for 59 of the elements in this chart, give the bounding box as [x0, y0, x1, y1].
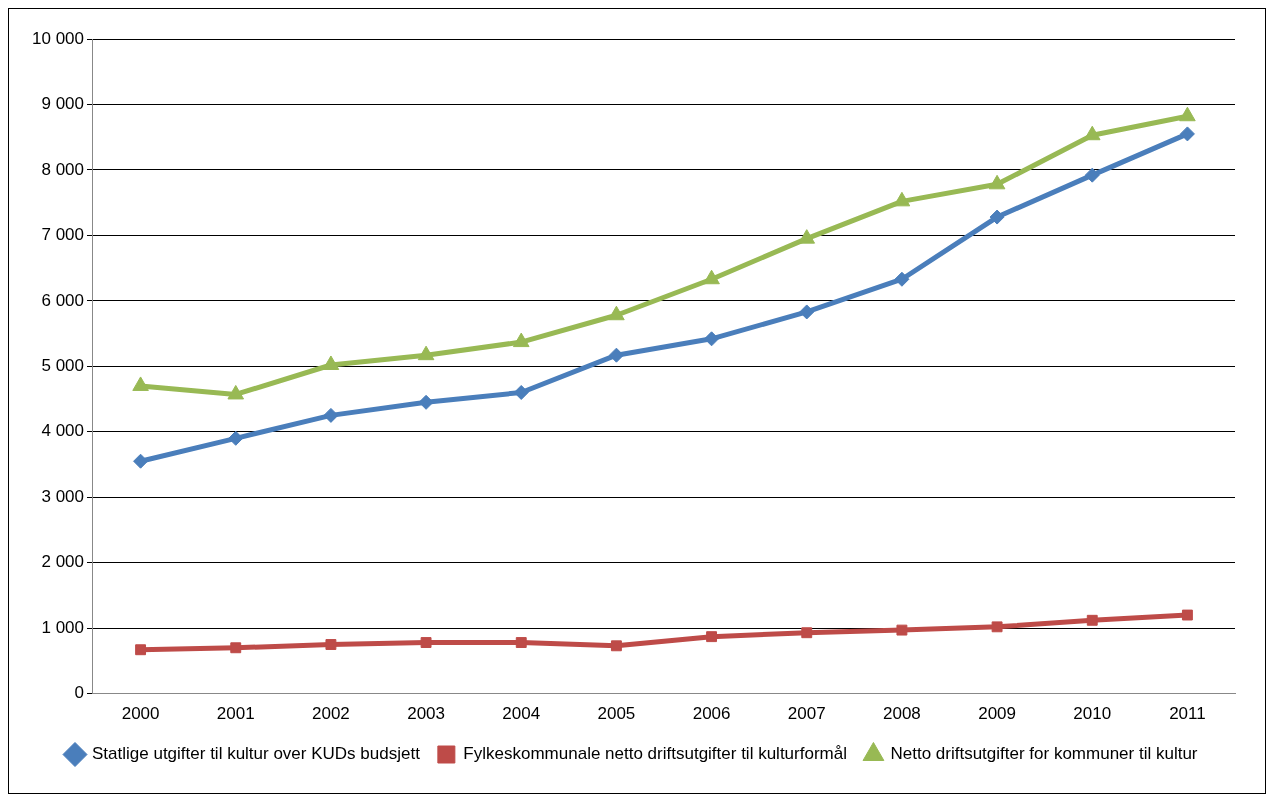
legend-label: Fylkeskommunale netto driftsutgifter til kulturformål [463, 744, 847, 764]
point [704, 331, 720, 347]
point [133, 453, 149, 469]
y-tick-label: 7 000 [41, 225, 84, 245]
point [228, 430, 244, 446]
point [515, 637, 527, 648]
point [417, 345, 435, 361]
point [610, 640, 622, 652]
point [135, 644, 147, 656]
point [799, 304, 815, 320]
y-tick-label: 4 000 [41, 421, 84, 441]
x-tick-label: 2008 [883, 704, 921, 724]
point [1086, 614, 1098, 626]
x-tick-label: 2002 [312, 704, 350, 724]
y-tick-label: 8 000 [41, 159, 84, 179]
point [896, 624, 908, 636]
point [608, 305, 625, 321]
x-tick-label: 2006 [692, 704, 731, 724]
x-tick-label: 2010 [1073, 704, 1112, 724]
legend-label: Netto driftsutgifter for kommuner til kultur [890, 744, 1198, 764]
y-tick-label: 5 000 [41, 355, 84, 375]
point [703, 269, 720, 285]
x-tick-label: 2007 [787, 704, 826, 724]
point [1084, 167, 1100, 183]
point [513, 384, 529, 400]
x-tick-label: 2003 [407, 704, 445, 724]
point [988, 174, 1006, 190]
y-tick-label: 10 000 [32, 28, 84, 48]
point [227, 384, 245, 400]
x-tick-label: 2009 [978, 704, 1016, 724]
point [706, 631, 718, 643]
point [132, 376, 149, 391]
point [989, 209, 1005, 225]
y-tick-label: 2 000 [41, 552, 84, 572]
y-tick-label: 1 000 [41, 617, 84, 637]
y-tick-label: 0 [74, 683, 84, 703]
point [608, 347, 624, 363]
point [1181, 609, 1193, 621]
y-tick-label: 6 000 [41, 290, 84, 310]
point [325, 639, 337, 650]
point [893, 191, 911, 207]
point [512, 332, 530, 348]
x-tick-label: 2011 [1169, 704, 1206, 724]
point [322, 355, 340, 370]
x-tick-label: 2000 [121, 704, 160, 724]
x-tick-label: 2004 [502, 704, 541, 724]
point [894, 271, 910, 287]
point [1179, 106, 1196, 122]
legend-label: Statlige utgifter til kultur over KUDs budsjett [92, 744, 421, 764]
point [418, 394, 434, 410]
point [801, 627, 813, 639]
point [323, 407, 339, 423]
x-tick-label: 2001 [216, 704, 255, 724]
x-tick-label: 2005 [597, 704, 636, 724]
point [420, 637, 432, 648]
y-tick-label: 3 000 [41, 486, 84, 506]
y-tick-label: 9 000 [41, 94, 84, 114]
point [991, 621, 1003, 633]
point [230, 642, 242, 654]
